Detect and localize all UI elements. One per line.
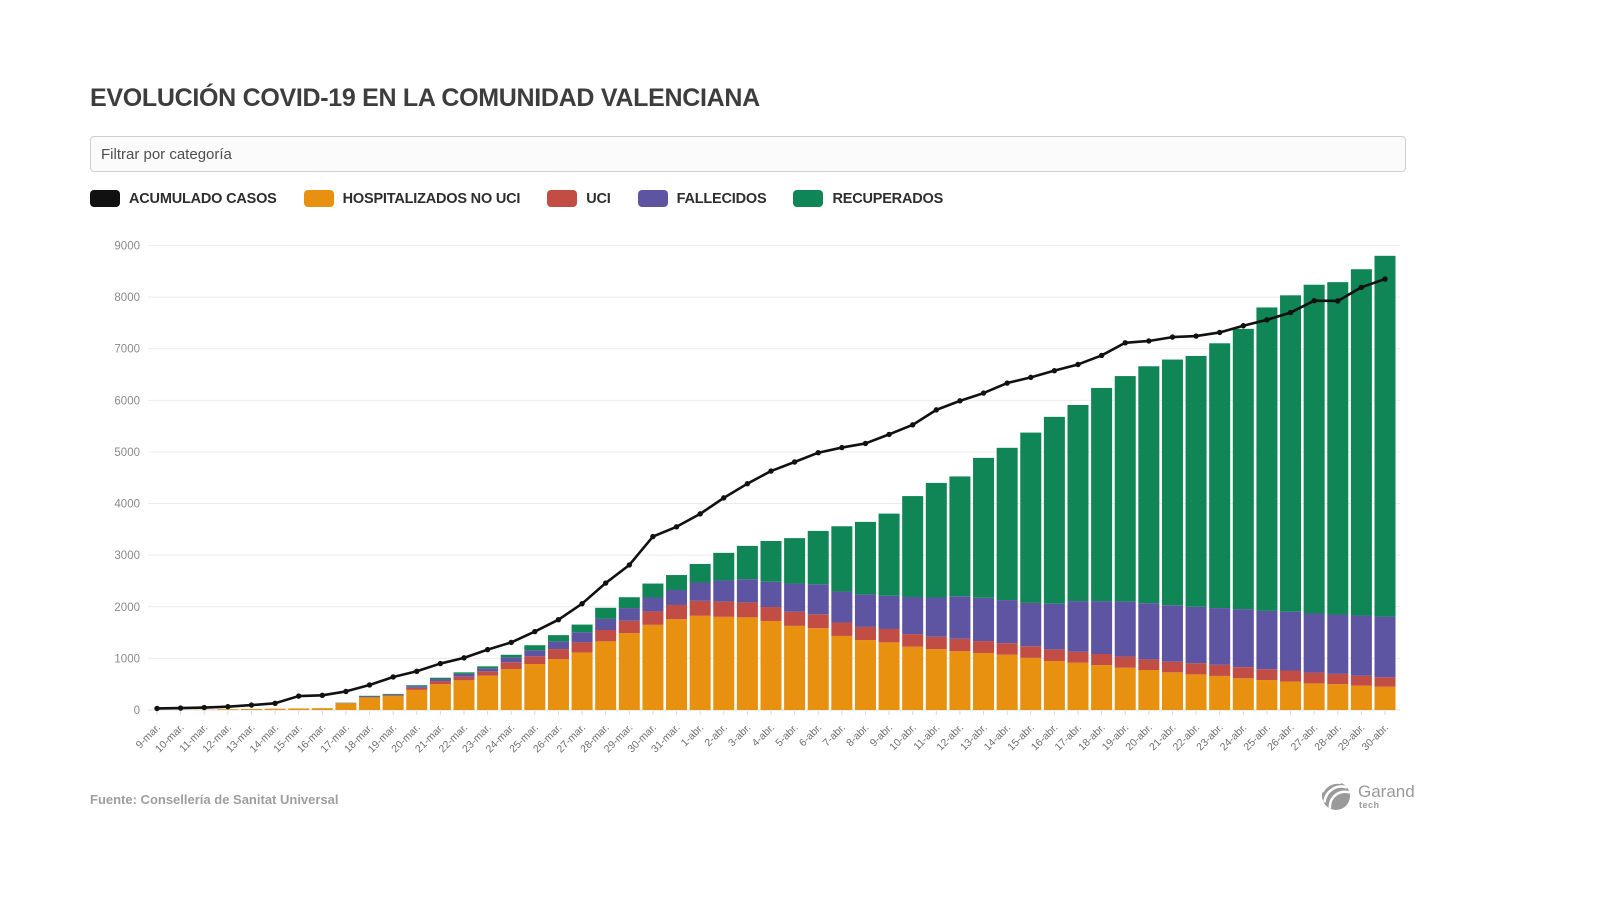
legend-item-fallecidos[interactable]: FALLECIDOS: [637, 190, 767, 207]
legend-item-acumulado-casos[interactable]: ACUMULADO CASOS: [90, 190, 277, 207]
uci-swatch: [547, 190, 578, 207]
covid-evolution-chart: 01000200030004000500060007000800090009-m…: [114, 241, 1400, 755]
svg-text:0: 0: [134, 705, 140, 717]
svg-text:1000: 1000: [114, 653, 140, 665]
legend-label: ACUMULADO CASOS: [129, 190, 277, 207]
legend-label: UCI: [586, 190, 611, 207]
svg-text:2-abr.: 2-abr.: [702, 722, 729, 749]
source-note: Fuente: Consellería de Sanitat Universal: [90, 792, 339, 807]
brand-subtitle: tech: [1359, 799, 1380, 810]
svg-text:4000: 4000: [114, 499, 140, 511]
chart-legend: ACUMULADO CASOS HOSPITALIZADOS NO UCI UC…: [90, 190, 970, 207]
svg-text:4-abr.: 4-abr.: [750, 722, 777, 749]
svg-text:5000: 5000: [114, 447, 140, 459]
svg-text:1-abr.: 1-abr.: [679, 722, 706, 749]
svg-text:7-abr.: 7-abr.: [820, 722, 847, 749]
fallecidos-swatch: [637, 190, 668, 207]
legend-label: HOSPITALIZADOS NO UCI: [342, 190, 521, 207]
svg-text:9000: 9000: [114, 241, 140, 253]
svg-text:7000: 7000: [114, 344, 140, 356]
legend-item-hospitalizados-no-uci[interactable]: HOSPITALIZADOS NO UCI: [303, 190, 521, 207]
legend-item-recuperados[interactable]: RECUPERADOS: [793, 190, 943, 207]
svg-text:6-abr.: 6-abr.: [797, 722, 824, 749]
svg-text:8000: 8000: [114, 292, 140, 304]
garand-sphere-icon: [1321, 781, 1350, 810]
legend-item-uci[interactable]: UCI: [547, 190, 611, 207]
page-title: EVOLUCIÓN COVID-19 EN LA COMUNIDAD VALEN…: [90, 84, 760, 112]
brand-logo: Garand tech: [1320, 780, 1415, 812]
svg-text:3000: 3000: [114, 550, 140, 562]
svg-text:8-abr.: 8-abr.: [844, 722, 871, 749]
chart-area: 0 1000 2000 3000 4000 5000 6000 7000 8000 9000 9-m…: [88, 233, 1418, 789]
legend-label: FALLECIDOS: [676, 190, 767, 207]
hospitalizados-no-uci-swatch: [303, 190, 334, 207]
svg-text:3-abr.: 3-abr.: [726, 722, 753, 749]
legend-label: RECUPERADOS: [832, 190, 944, 207]
recuperados-swatch: [793, 190, 824, 207]
svg-text:10-abr.: 10-abr.: [887, 722, 919, 754]
acumulado-casos-swatch: [90, 190, 120, 207]
svg-text:6000: 6000: [114, 395, 140, 407]
svg-text:2000: 2000: [114, 602, 140, 614]
svg-text:5-abr.: 5-abr.: [773, 722, 800, 749]
svg-text:30-abr.: 30-abr.: [1360, 722, 1392, 754]
category-filter-input[interactable]: [90, 136, 1406, 172]
brand-name: Garand: [1358, 781, 1415, 801]
